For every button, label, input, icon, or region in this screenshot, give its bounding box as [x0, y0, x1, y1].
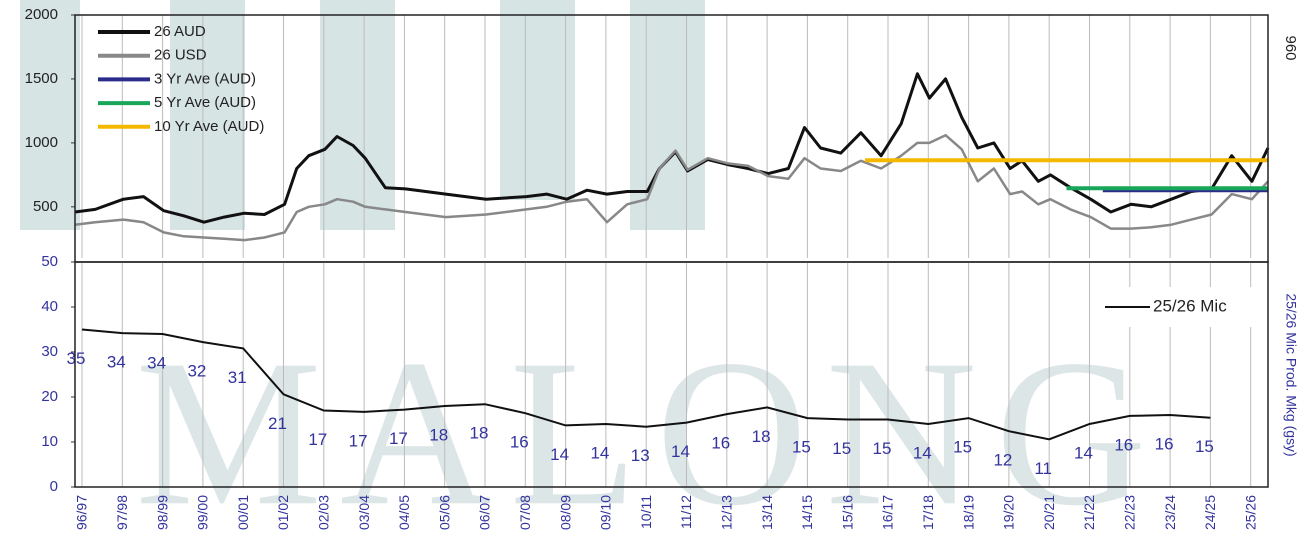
- x-tick-label: 98/99: [154, 495, 170, 530]
- y-tick-label: 40: [41, 298, 58, 315]
- data-label: 17: [308, 430, 327, 449]
- y-tick-label: 30: [41, 343, 58, 360]
- series-line: [74, 133, 1269, 242]
- legend-label: 26 AUD: [154, 23, 206, 40]
- legend-label: 3 Yr Ave (AUD): [154, 70, 256, 87]
- annotation: 960: [1282, 35, 1299, 60]
- y-tick-label: 20: [41, 388, 58, 405]
- data-label: 35: [67, 349, 86, 368]
- x-tick-label: 15/16: [839, 495, 855, 530]
- x-tick-label: 11/12: [678, 495, 694, 529]
- data-label: 34: [147, 353, 166, 372]
- x-tick-label: 14/15: [799, 495, 815, 530]
- x-tick-label: 13/14: [759, 495, 775, 530]
- x-tick-label: 18/19: [960, 495, 976, 530]
- x-tick-label: 12/13: [719, 495, 735, 530]
- data-label: 18: [429, 425, 448, 444]
- data-label: 15: [792, 438, 811, 457]
- x-tick-label: 06/07: [477, 495, 493, 530]
- data-label: 16: [711, 434, 730, 453]
- data-label: 15: [832, 439, 851, 458]
- y-tick-label: 50: [41, 253, 58, 270]
- x-tick-label: 05/06: [436, 495, 452, 530]
- series-line: [81, 328, 1211, 441]
- data-label: 31: [228, 368, 247, 387]
- data-label: 16: [510, 433, 529, 452]
- x-tick-label: 16/17: [880, 495, 896, 530]
- data-label: 13: [631, 446, 650, 465]
- x-tick-label: 00/01: [235, 495, 251, 530]
- x-tick-label: 17/18: [920, 495, 936, 530]
- data-label: 14: [1074, 443, 1093, 462]
- x-tick-label: 20/21: [1041, 495, 1057, 530]
- data-label: 17: [389, 429, 408, 448]
- data-label: 12: [993, 451, 1012, 470]
- data-label: 17: [349, 431, 368, 450]
- x-tick-label: 04/05: [396, 495, 412, 530]
- legend-label: 26 USD: [154, 47, 207, 64]
- data-label: 15: [953, 438, 972, 457]
- x-tick-label: 03/04: [356, 495, 372, 530]
- data-label: 18: [470, 424, 489, 443]
- data-label: 14: [590, 443, 609, 462]
- x-tick-label: 19/20: [1001, 495, 1017, 530]
- x-tick-label: 96/97: [74, 495, 90, 530]
- data-label: 14: [671, 442, 690, 461]
- y-tick-label: 2000: [25, 6, 58, 23]
- x-tick-label: 01/02: [275, 495, 291, 530]
- x-tick-label: 02/03: [316, 495, 332, 530]
- data-label: 34: [107, 353, 126, 372]
- x-tick-label: 22/23: [1122, 495, 1138, 530]
- legend-label: 25/26 Mic: [1153, 296, 1227, 315]
- y-tick-label: 500: [33, 198, 58, 215]
- data-label: 16: [1155, 434, 1174, 453]
- x-tick-label: 10/11: [638, 495, 654, 529]
- x-tick-label: 97/98: [114, 495, 130, 530]
- y-tick-label: 0: [50, 478, 58, 495]
- data-label: 16: [1114, 435, 1133, 454]
- x-tick-label: 24/25: [1202, 495, 1218, 530]
- y-tick-label: 1000: [25, 134, 58, 151]
- watermark: MALONG: [135, 317, 1165, 549]
- y-tick-label: 10: [41, 433, 58, 450]
- data-label: 14: [550, 445, 569, 464]
- x-tick-label: 23/24: [1162, 495, 1178, 530]
- x-tick-label: 08/09: [557, 495, 573, 530]
- plot-frame: [74, 261, 1269, 488]
- data-label: 18: [752, 427, 771, 446]
- x-tick-label: 09/10: [598, 495, 614, 530]
- legend-label: 10 Yr Ave (AUD): [154, 118, 264, 135]
- data-label: 21: [268, 414, 287, 433]
- data-label: 14: [913, 443, 932, 462]
- data-label: 15: [1195, 437, 1214, 456]
- x-tick-label: 21/22: [1081, 495, 1097, 530]
- legend-label: 5 Yr Ave (AUD): [154, 94, 256, 111]
- y-tick-label: 1500: [25, 70, 58, 87]
- data-label: 11: [1034, 459, 1052, 478]
- x-tick-label: 07/08: [517, 495, 533, 530]
- y-axis-label: 25/26 Mic Prod. Mkg (gsy): [1283, 293, 1299, 456]
- x-tick-label: 99/00: [195, 495, 211, 530]
- x-tick-label: 25/26: [1242, 495, 1258, 530]
- data-label: 15: [873, 439, 892, 458]
- data-label: 32: [187, 362, 206, 381]
